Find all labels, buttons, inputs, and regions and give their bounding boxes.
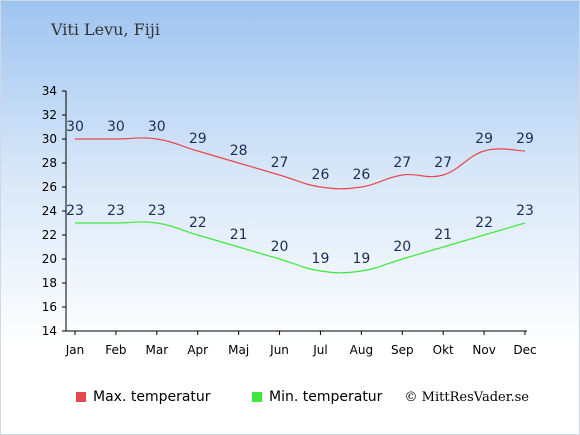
x-tick-label: Mar <box>145 343 168 357</box>
y-tick-label: 18 <box>42 276 57 290</box>
x-tick-label: Nov <box>472 343 495 357</box>
data-label-min: 20 <box>271 239 289 255</box>
data-label-max: 29 <box>516 131 534 147</box>
data-label-max: 29 <box>475 131 493 147</box>
data-label-min: 21 <box>434 227 452 243</box>
data-label-min: 22 <box>475 215 493 231</box>
data-label-max: 26 <box>352 167 370 183</box>
x-tick-label: Maj <box>228 343 249 357</box>
data-label-min: 21 <box>230 227 248 243</box>
x-tick-label: Okt <box>433 343 454 357</box>
legend-swatch-max <box>76 392 86 402</box>
data-label-min: 23 <box>148 203 166 219</box>
data-label-min: 22 <box>189 215 207 231</box>
data-label-max: 27 <box>434 155 452 171</box>
x-tick-label: Feb <box>105 343 126 357</box>
legend-item-max: Max. temperatur <box>76 389 211 405</box>
y-tick-label: 26 <box>42 180 57 194</box>
x-tick-label: Jun <box>269 343 289 357</box>
x-tick-label: Jul <box>312 343 327 357</box>
y-tick-label: 32 <box>42 108 57 122</box>
data-label-min: 23 <box>516 203 534 219</box>
x-tick-label: Sep <box>391 343 414 357</box>
legend-label-min: Min. temperatur <box>269 389 383 405</box>
y-tick-label: 14 <box>42 324 57 338</box>
x-tick-label: Dec <box>513 343 536 357</box>
data-label-min: 20 <box>393 239 411 255</box>
credit-text: © MittResVader.se <box>404 390 529 405</box>
data-label-min: 23 <box>66 203 84 219</box>
data-label-min: 19 <box>312 251 330 267</box>
series-lines <box>75 137 526 274</box>
x-tick-label: Jan <box>65 343 85 357</box>
axes: 14 16 18 20 22 24 26 28 30 32 34 Jan Feb Mar Apr Maj Jun… <box>42 84 537 357</box>
chart-title: Viti Levu, Fiji <box>51 20 160 39</box>
y-tick-label: 24 <box>42 204 57 218</box>
legend-item-min: Min. temperatur <box>252 389 382 405</box>
data-labels: 30 30 30 29 28 27 26 26 27 27 29 29 23 23 23 22 21 20 19 19… <box>66 119 534 267</box>
data-label-max: 30 <box>66 119 84 135</box>
y-tick-label: 16 <box>42 300 57 314</box>
legend-label-max: Max. temperatur <box>93 389 211 405</box>
data-label-min: 19 <box>352 251 370 267</box>
y-tick-label: 22 <box>42 228 57 242</box>
y-tick-label: 28 <box>42 156 57 170</box>
data-label-max: 26 <box>312 167 330 183</box>
x-tick-label: Aug <box>350 343 373 357</box>
data-label-max: 27 <box>393 155 411 171</box>
series-line-min <box>75 221 526 274</box>
x-tick-label: Apr <box>187 343 208 357</box>
data-label-min: 23 <box>107 203 125 219</box>
data-label-max: 30 <box>148 119 166 135</box>
legend-swatch-min <box>252 392 262 402</box>
data-label-max: 28 <box>230 143 248 159</box>
y-tick-label: 30 <box>42 132 57 146</box>
series-line-max <box>75 137 526 190</box>
data-label-max: 29 <box>189 131 207 147</box>
y-tick-label: 34 <box>42 84 57 98</box>
data-label-max: 30 <box>107 119 125 135</box>
y-tick-label: 20 <box>42 252 57 266</box>
data-label-max: 27 <box>271 155 289 171</box>
